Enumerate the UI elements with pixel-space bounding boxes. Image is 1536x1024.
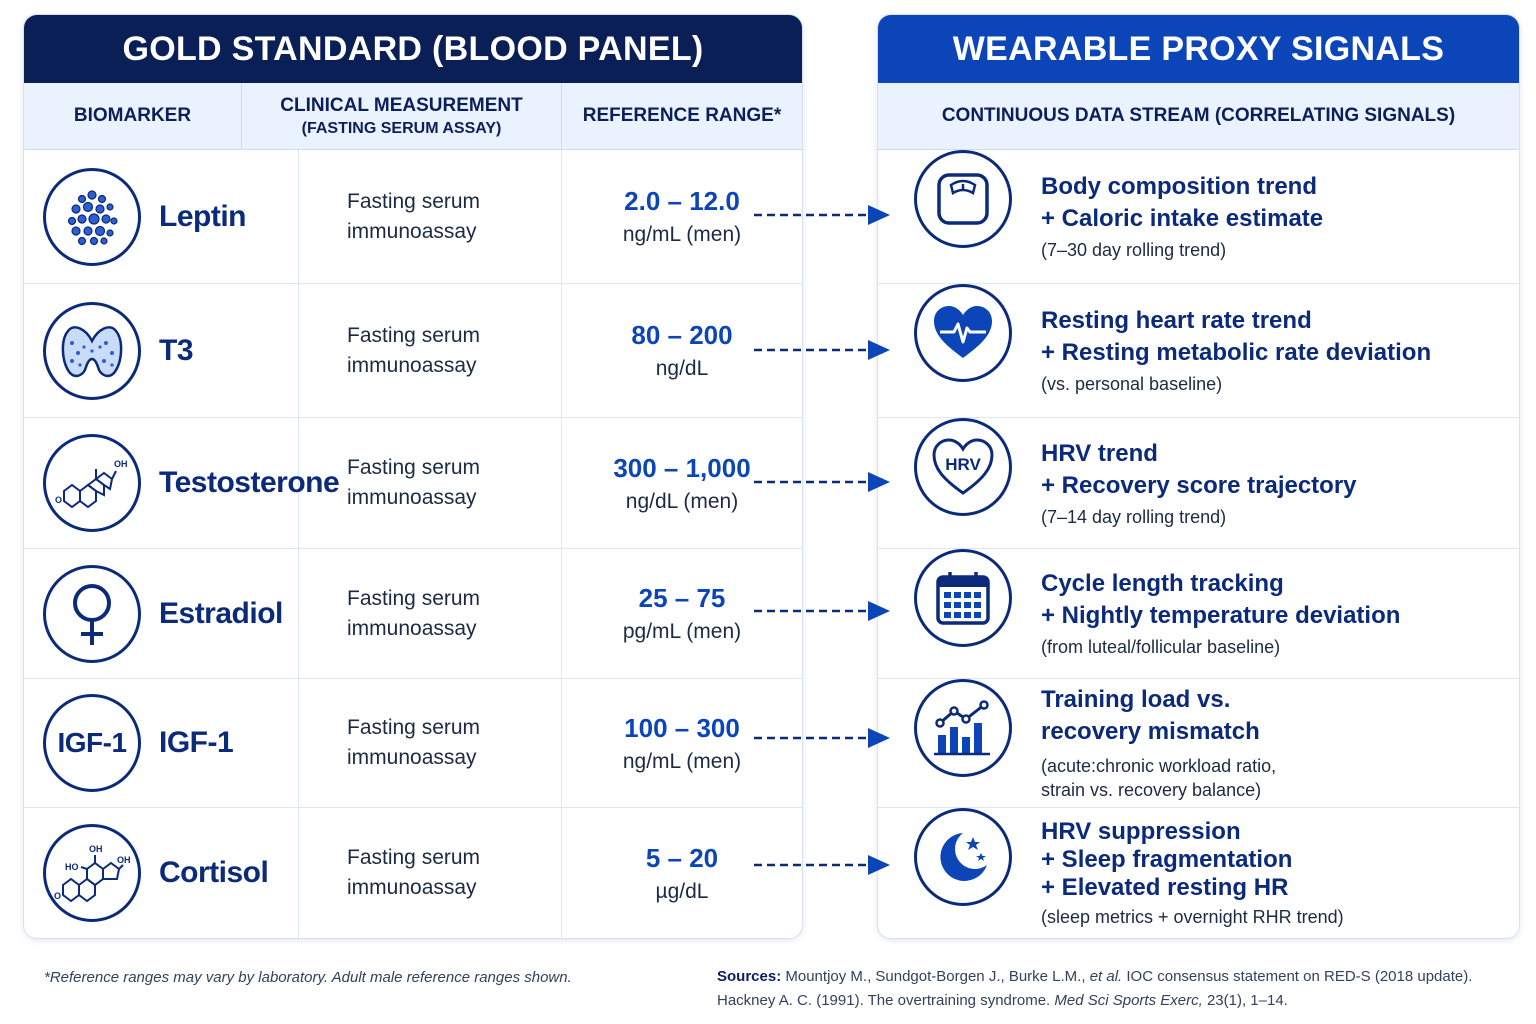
biomarker-row-leptin: Leptin Fasting serum immunoassay 2.0 – 12… bbox=[24, 150, 802, 284]
signal-note: (sleep metrics + overnight RHR trend) bbox=[1041, 906, 1344, 927]
signal-row-cycle: Cycle length tracking + Nightly temperat… bbox=[878, 549, 1519, 679]
biomarker-name: Cortisol bbox=[159, 856, 269, 889]
signal-line: Cycle length tracking bbox=[1041, 570, 1284, 597]
signal-row-hrv: HRV HRV trend + Recovery score trajector… bbox=[878, 418, 1519, 549]
signal-line: + Resting metabolic rate deviation bbox=[1041, 339, 1432, 366]
range-unit: ng/mL (men) bbox=[622, 749, 742, 773]
signal-note: (7–14 day rolling trend) bbox=[1041, 506, 1227, 527]
biomarker-row-igf1: IGF-1 IGF-1 Fasting serum immunoassay 100… bbox=[24, 679, 802, 808]
heart-pulse-icon bbox=[913, 284, 1012, 382]
biomarker-name: T3 bbox=[159, 333, 194, 367]
range-unit: ng/mL (men) bbox=[622, 223, 742, 246]
measurement-text: Fasting serum immunoassay bbox=[347, 586, 481, 640]
signal-line: Body composition trend bbox=[1041, 173, 1317, 200]
measurement-column-header: CLINICAL MEASUREMENT (FASTING SERUM ASSA… bbox=[242, 83, 562, 149]
range-value: 100 – 300 bbox=[624, 712, 740, 743]
range-unit: ng/dL bbox=[655, 357, 709, 380]
signal-note: (acute:chronic workload ratio, bbox=[1041, 756, 1277, 776]
signal-row-resting-hr: Resting heart rate trend + Resting metab… bbox=[878, 284, 1519, 418]
biomarker-column-header: BIOMARKER bbox=[24, 83, 242, 149]
wearable-proxy-title: WEARABLE PROXY SIGNALS bbox=[878, 15, 1519, 83]
measurement-text: Fasting serum immunoassay bbox=[347, 456, 481, 509]
gold-standard-panel: GOLD STANDARD (BLOOD PANEL) BIOMARKER CL… bbox=[23, 14, 803, 939]
signal-note: (vs. personal baseline) bbox=[1041, 374, 1223, 394]
svg-text:OH: OH bbox=[117, 855, 131, 865]
svg-text:HRV: HRV bbox=[945, 455, 981, 474]
biomarker-name: Estradiol bbox=[159, 596, 283, 630]
signal-line: + Caloric intake estimate bbox=[1041, 205, 1324, 232]
range-value: 300 – 1,000 bbox=[613, 452, 751, 483]
sources-citation: Sources: Mountjoy M., Sundgot-Borgen J.,… bbox=[717, 968, 1473, 1009]
signal-line: HRV trend bbox=[1041, 439, 1158, 467]
signal-line: Resting heart rate trend bbox=[1041, 307, 1312, 334]
connector-arrow bbox=[754, 855, 890, 875]
signal-note: strain vs. recovery balance) bbox=[1041, 780, 1262, 800]
venus-symbol-icon bbox=[43, 564, 141, 663]
signal-line: + Nightly temperature deviation bbox=[1041, 602, 1401, 629]
range-value: 5 – 20 bbox=[645, 842, 719, 873]
wearable-proxy-panel: WEARABLE PROXY SIGNALS CONTINUOUS DATA S… bbox=[877, 14, 1520, 939]
connector-arrow bbox=[754, 205, 890, 225]
svg-text:O: O bbox=[55, 495, 62, 505]
svg-text:OH: OH bbox=[114, 459, 128, 469]
range-value: 25 – 75 bbox=[638, 583, 726, 613]
signal-row-training-load: Training load vs. recovery mismatch (acu… bbox=[878, 679, 1519, 808]
biomarker-name: Testosterone bbox=[159, 466, 340, 499]
signal-note: (from luteal/follicular baseline) bbox=[1041, 637, 1281, 657]
range-unit: pg/mL (men) bbox=[622, 620, 742, 643]
gold-standard-column-headers: BIOMARKER CLINICAL MEASUREMENT (FASTING … bbox=[24, 83, 802, 150]
signal-line: recovery mismatch bbox=[1041, 718, 1260, 745]
range-unit: ng/dL (men) bbox=[625, 489, 739, 513]
measurement-header-sub: (FASTING SERUM ASSAY) bbox=[301, 119, 502, 137]
signal-row-body-composition: Body composition trend + Caloric intake … bbox=[878, 150, 1519, 284]
range-value: 2.0 – 12.0 bbox=[624, 186, 740, 216]
steroid-molecule-icon: OH O bbox=[43, 434, 141, 532]
connector-arrow bbox=[754, 340, 890, 360]
signal-line: Training load vs. bbox=[1041, 686, 1231, 713]
measurement-text: Fasting serum immunoassay bbox=[347, 189, 481, 243]
hrv-heart-icon: HRV bbox=[913, 418, 1012, 516]
biomarker-row-testosterone: OH O Testosterone Fasting serum immunoass… bbox=[24, 418, 802, 549]
igf1-text-icon: IGF-1 bbox=[43, 694, 141, 792]
range-column-header: REFERENCE RANGE* bbox=[562, 83, 802, 149]
biomarker-header-label: BIOMARKER bbox=[73, 105, 192, 126]
signal-line: + Sleep fragmentation bbox=[1041, 845, 1293, 873]
reference-footnote: *Reference ranges may vary by laboratory… bbox=[44, 969, 572, 986]
measurement-text: Fasting serum immunoassay bbox=[347, 846, 481, 899]
signal-note: (7–30 day rolling trend) bbox=[1041, 240, 1227, 260]
connector-arrow bbox=[754, 472, 890, 492]
range-header-label: REFERENCE RANGE* bbox=[582, 105, 782, 126]
connector-arrow bbox=[754, 728, 890, 748]
biomarker-name: IGF-1 bbox=[159, 726, 234, 759]
biomarker-name: Leptin bbox=[159, 199, 247, 233]
svg-text:OH: OH bbox=[89, 844, 103, 854]
biomarker-row-cortisol: OH HO OH O Cortisol Fasting serum immunoa… bbox=[24, 808, 802, 938]
signal-line: HRV suppression bbox=[1041, 817, 1241, 845]
signal-row-sleep: HRV suppression + Sleep fragmentation + … bbox=[878, 808, 1519, 938]
range-value: 80 – 200 bbox=[631, 320, 733, 350]
signal-line: + Recovery score trajectory bbox=[1041, 471, 1357, 499]
range-unit: µg/dL bbox=[655, 879, 709, 903]
bar-trend-icon bbox=[913, 679, 1012, 777]
measurement-text: Fasting serum immunoassay bbox=[347, 323, 481, 377]
cortisol-molecule-icon: OH HO OH O bbox=[43, 824, 141, 922]
svg-text:O: O bbox=[54, 891, 61, 901]
signal-line: + Elevated resting HR bbox=[1041, 873, 1289, 901]
moon-stars-icon bbox=[913, 808, 1012, 906]
gold-standard-title: GOLD STANDARD (BLOOD PANEL) bbox=[24, 15, 802, 83]
svg-text:HO: HO bbox=[65, 862, 79, 872]
connector-arrow bbox=[754, 601, 890, 621]
thyroid-icon bbox=[43, 301, 141, 400]
biomarker-row-estradiol: Estradiol Fasting serum immunoassay 25 – … bbox=[24, 549, 802, 679]
biomarker-row-t3: T3 Fasting serum immunoassay 80 – 200 ng/d… bbox=[24, 284, 802, 418]
stream-header-label: CONTINUOUS DATA STREAM (CORRELATING SIGN… bbox=[941, 105, 1456, 126]
measurement-text: Fasting serum immunoassay bbox=[347, 716, 481, 769]
calendar-icon bbox=[913, 549, 1012, 647]
leptin-cells-icon bbox=[43, 167, 141, 266]
scale-icon bbox=[913, 150, 1012, 248]
wearable-column-header: CONTINUOUS DATA STREAM (CORRELATING SIGN… bbox=[878, 83, 1519, 150]
measurement-header-label: CLINICAL MEASUREMENT bbox=[280, 94, 523, 116]
